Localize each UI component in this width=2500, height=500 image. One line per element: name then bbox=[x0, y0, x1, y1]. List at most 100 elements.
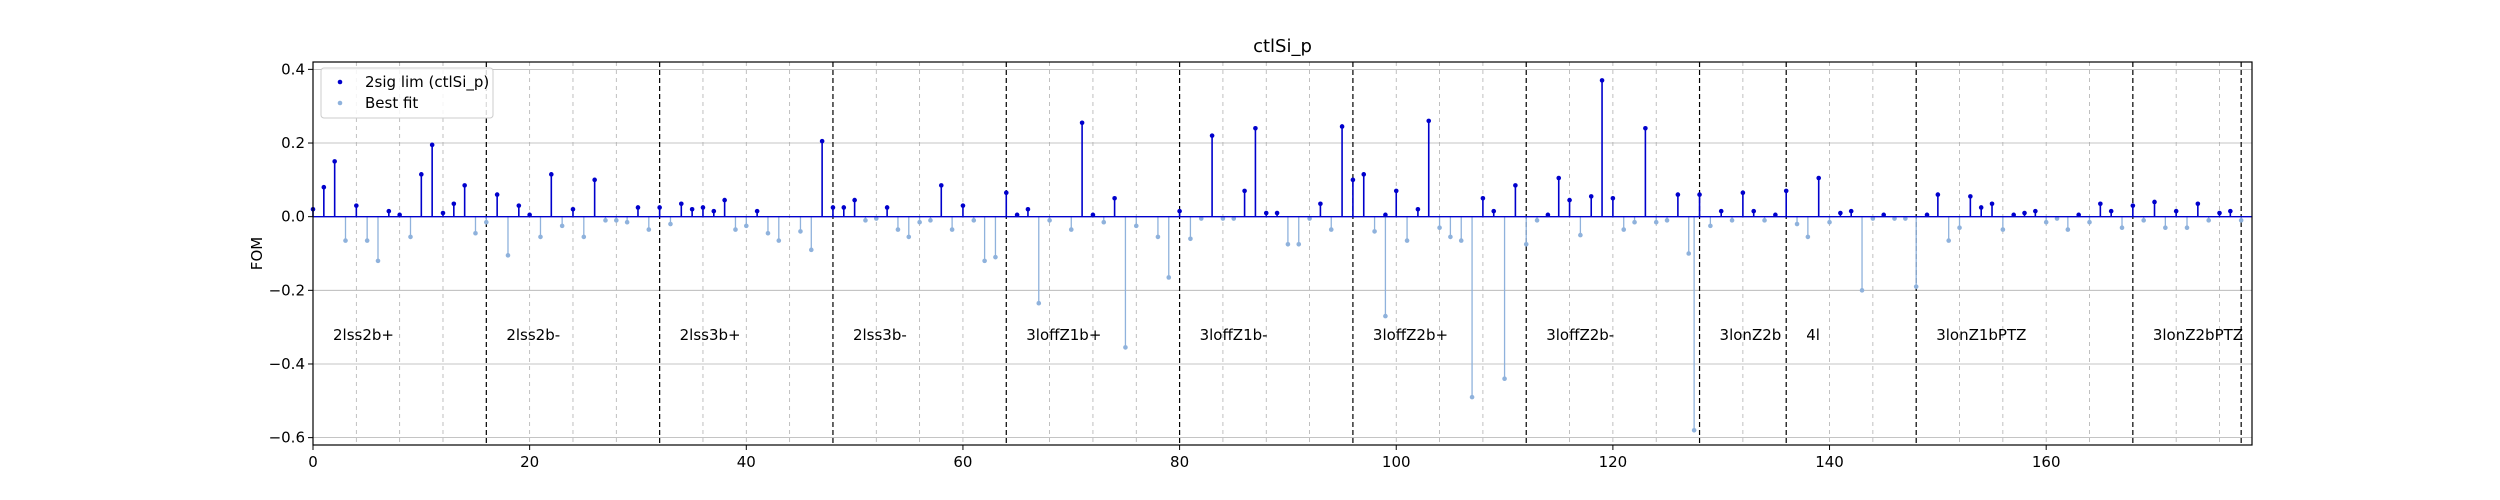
point-2sig bbox=[1848, 208, 1854, 214]
region-label: 2lss2b- bbox=[506, 326, 560, 344]
x-tick-label: 100 bbox=[1382, 453, 1411, 471]
y-tick-label: −0.6 bbox=[269, 429, 305, 447]
point-bestfit bbox=[1534, 218, 1540, 223]
point-2sig bbox=[462, 183, 467, 188]
point-bestfit bbox=[1383, 313, 1388, 319]
region-label: 3loffZ1b- bbox=[1200, 326, 1268, 344]
region-labels: 2lss2b+ 2lss2b- 2lss3b+ 2lss3b- 3loffZ1b+ 3lo… bbox=[333, 326, 2243, 344]
point-2sig bbox=[570, 207, 576, 212]
x-tick-label: 20 bbox=[520, 453, 539, 471]
point-2sig bbox=[1003, 190, 1009, 196]
point-2sig bbox=[679, 201, 684, 207]
point-bestfit bbox=[743, 223, 749, 229]
point-bestfit bbox=[2163, 225, 2168, 231]
region-label: 3lonZ2bPTZ bbox=[2153, 326, 2243, 344]
point-2sig bbox=[2098, 201, 2103, 207]
legend: 2sig lim (ctlSi_p) Best fit bbox=[320, 67, 494, 119]
point-bestfit bbox=[971, 218, 977, 223]
point-bestfit bbox=[1068, 227, 1074, 232]
point-bestfit bbox=[1913, 284, 1919, 289]
point-2sig bbox=[1177, 208, 1182, 214]
point-bestfit bbox=[1578, 232, 1583, 238]
point-2sig bbox=[830, 205, 836, 210]
point-2sig bbox=[1318, 201, 1323, 207]
y-tick-label: 0.2 bbox=[281, 134, 305, 152]
x-tick-label: 140 bbox=[1815, 453, 1844, 471]
region-label: 2lss2b+ bbox=[333, 326, 394, 344]
point-bestfit bbox=[1762, 218, 1767, 223]
point-bestfit bbox=[1036, 300, 1042, 306]
region-dividers bbox=[485, 62, 2242, 445]
legend-box bbox=[320, 67, 494, 119]
point-2sig bbox=[1740, 190, 1746, 196]
y-axis-title: FOM bbox=[248, 237, 266, 270]
point-bestfit bbox=[624, 219, 630, 225]
point-bestfit bbox=[1691, 427, 1697, 433]
y-tick-label: 0.0 bbox=[281, 208, 305, 226]
point-bestfit bbox=[1827, 219, 1832, 225]
point-2sig bbox=[1209, 133, 1215, 138]
point-bestfit bbox=[1621, 227, 1627, 232]
point-2sig bbox=[1426, 118, 1432, 124]
point-bestfit bbox=[1133, 223, 1139, 229]
point-2sig bbox=[2152, 199, 2157, 205]
point-2sig bbox=[1263, 210, 1269, 216]
point-2sig bbox=[841, 205, 847, 210]
point-2sig bbox=[1697, 192, 1702, 197]
point-bestfit bbox=[765, 230, 771, 236]
point-2sig bbox=[2228, 208, 2233, 214]
point-bestfit bbox=[1502, 376, 1507, 382]
y-tick-label: −0.4 bbox=[269, 355, 305, 373]
point-2sig bbox=[1567, 197, 1572, 203]
point-bestfit bbox=[1404, 238, 1410, 243]
point-2sig bbox=[1675, 192, 1681, 197]
point-2sig bbox=[1079, 120, 1085, 126]
point-2sig bbox=[1610, 195, 1616, 201]
point-bestfit bbox=[1328, 227, 1334, 232]
point-2sig bbox=[419, 172, 424, 177]
point-bestfit bbox=[1794, 221, 1800, 227]
point-2sig bbox=[1599, 78, 1605, 83]
point-2sig bbox=[1253, 125, 1258, 131]
region-label: 3lonZ2b bbox=[1720, 326, 1782, 344]
point-2sig bbox=[722, 197, 727, 203]
legend-marker-2sig bbox=[337, 79, 343, 85]
point-bestfit bbox=[646, 227, 652, 232]
point-2sig bbox=[884, 205, 890, 210]
point-2sig bbox=[1718, 208, 1724, 214]
point-2sig bbox=[819, 138, 825, 144]
point-bestfit bbox=[1296, 241, 1302, 247]
point-bestfit bbox=[538, 234, 543, 240]
point-bestfit bbox=[917, 219, 922, 225]
x-tick-label: 160 bbox=[2032, 453, 2061, 471]
point-2sig bbox=[386, 208, 392, 214]
point-bestfit bbox=[559, 223, 565, 229]
point-bestfit bbox=[2065, 227, 2071, 232]
point-2sig bbox=[2108, 208, 2114, 214]
point-2sig bbox=[711, 208, 717, 214]
point-2sig bbox=[1751, 208, 1757, 214]
legend-marker-bestfit bbox=[337, 100, 343, 106]
point-bestfit bbox=[863, 218, 868, 223]
point-bestfit bbox=[343, 238, 348, 243]
point-bestfit bbox=[473, 230, 478, 236]
point-bestfit bbox=[1166, 275, 1172, 280]
point-bestfit bbox=[808, 247, 814, 253]
point-bestfit bbox=[2238, 218, 2244, 223]
point-bestfit bbox=[1047, 218, 1052, 223]
point-2sig bbox=[1491, 208, 1497, 214]
point-bestfit bbox=[1523, 241, 1529, 247]
point-bestfit bbox=[1437, 225, 1442, 231]
point-2sig bbox=[1242, 188, 1247, 194]
point-bestfit bbox=[581, 234, 587, 240]
region-label: 4l bbox=[1806, 326, 1820, 344]
point-2sig bbox=[1588, 194, 1594, 199]
point-bestfit bbox=[895, 227, 901, 232]
point-bestfit bbox=[1469, 394, 1475, 400]
point-2sig bbox=[1935, 192, 1941, 197]
point-bestfit bbox=[733, 227, 738, 232]
point-2sig bbox=[1783, 188, 1789, 194]
point-2sig bbox=[321, 184, 327, 190]
point-bestfit bbox=[1448, 234, 1453, 240]
point-bestfit bbox=[505, 253, 511, 258]
